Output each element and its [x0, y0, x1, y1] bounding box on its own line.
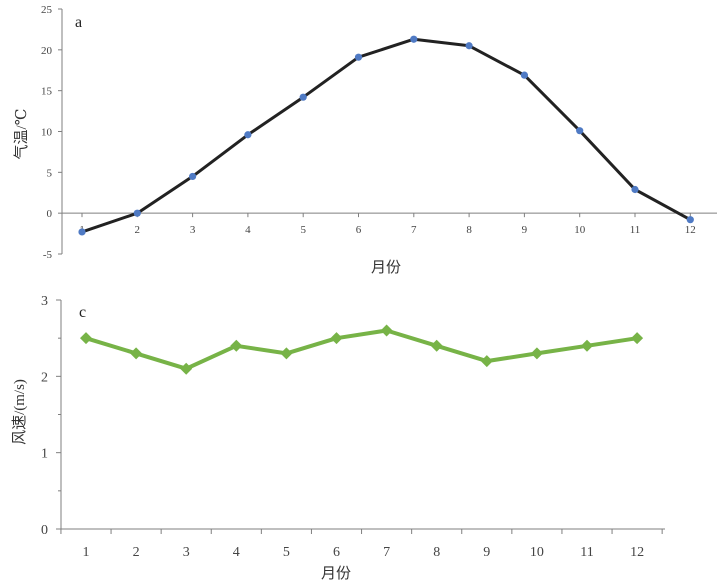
y-tick-label: -5 [43, 249, 53, 261]
x-tick-label: 10 [574, 224, 586, 236]
x-tick-label: 7 [383, 545, 390, 560]
temperature-point [465, 42, 473, 50]
y-tick-label: 15 [41, 86, 53, 98]
y-axis-title: 气温/℃ [13, 109, 30, 160]
x-tick-label: 11 [630, 224, 641, 236]
temperature-point [78, 228, 86, 236]
wind-point [581, 339, 593, 352]
y-tick-label: 2 [41, 370, 48, 385]
x-tick-label: 6 [356, 224, 362, 236]
temperature-point [686, 216, 694, 224]
x-tick-label: 2 [135, 224, 141, 236]
temperature-point [631, 185, 639, 194]
x-tick-label: 4 [245, 224, 251, 236]
x-tick-label: 11 [580, 545, 593, 560]
wind-point [80, 332, 92, 345]
x-tick-label: 4 [233, 545, 240, 560]
y-tick-label: 25 [41, 4, 53, 16]
x-tick-label: 3 [190, 224, 196, 236]
x-axis-title: 月份 [371, 259, 401, 276]
x-tick-label: 8 [433, 545, 440, 560]
y-tick-label: 0 [41, 523, 48, 538]
x-tick-label: 5 [283, 545, 290, 560]
x-tick-label: 2 [133, 545, 140, 560]
wind-point [380, 324, 393, 337]
wind-point [330, 332, 343, 345]
x-tick-label: 12 [685, 224, 696, 236]
panel-label: c [79, 304, 86, 321]
x-tick-label: 6 [333, 545, 340, 560]
wind-point [631, 332, 644, 345]
wind-point [280, 347, 293, 360]
temperature-point [244, 131, 252, 139]
x-tick-label: 9 [483, 545, 490, 560]
temperature-point [520, 71, 529, 79]
wind-point [230, 339, 243, 352]
temperature-point [576, 127, 584, 135]
y-tick-label: 5 [47, 167, 53, 179]
y-tick-label: 3 [41, 294, 48, 309]
x-axis-title: 月份 [321, 565, 351, 582]
wind-point [480, 355, 493, 368]
x-tick-label: 7 [411, 224, 417, 236]
x-tick-label: 5 [300, 224, 306, 236]
wind-point [180, 362, 193, 375]
y-tick-label: 1 [41, 447, 48, 462]
temperature-point [133, 209, 141, 217]
temperature-chart: -50510152025123456789101112月份气温/℃a [13, 4, 717, 276]
x-tick-label: 3 [183, 545, 190, 560]
y-tick-label: 10 [41, 127, 53, 139]
wind-point [430, 339, 443, 352]
x-tick-label: 10 [530, 545, 544, 560]
y-axis-title: 风速/(m/s) [11, 379, 28, 445]
x-tick-label: 1 [83, 545, 90, 560]
temperature-point [410, 35, 418, 43]
temperature-point [354, 53, 363, 61]
temperature-point [189, 172, 197, 181]
y-tick-label: 20 [41, 45, 53, 57]
x-tick-label: 12 [630, 545, 644, 560]
wind-point [530, 347, 543, 360]
x-tick-label: 9 [522, 224, 528, 236]
panel-label: a [75, 14, 82, 31]
temperature-point [299, 93, 307, 101]
y-tick-label: 0 [47, 208, 53, 220]
x-tick-label: 8 [466, 224, 472, 236]
temperature-series-line [81, 37, 692, 234]
wind-series-line [85, 328, 638, 371]
wind-point [130, 347, 143, 360]
